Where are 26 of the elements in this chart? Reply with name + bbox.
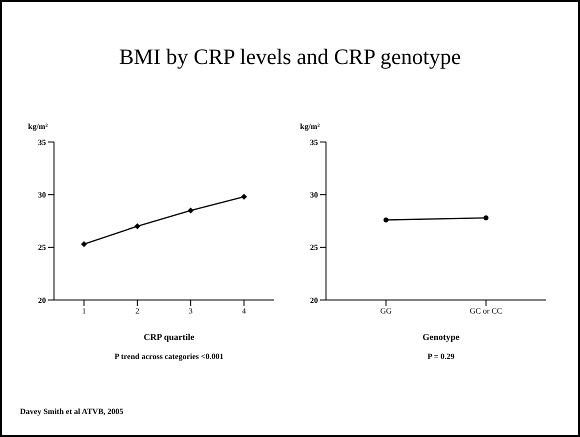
text: Davey Smith et al ATVB, 2005 [20,407,124,416]
point [81,241,87,248]
point [188,207,194,214]
y-tick-label: 30 [310,190,318,200]
y-tick-label: 20 [38,296,46,305]
y-tick-label: 30 [38,190,46,200]
x-axis-title: CRP quartile [142,332,196,342]
x-tick-label: 4 [242,306,246,316]
y-tick-label: 35 [38,138,46,147]
x-tick-label: 2 [135,306,140,316]
y-axis-title: kg/m² [28,122,49,133]
chart-title: BMI by CRP levels and CRP genotype [118,44,462,70]
y-tick-label: 25 [310,243,318,252]
text: P = 0.29 [426,352,456,361]
y-tick-label: 20 [310,296,318,305]
y-axis-title: kg/m² [300,122,321,133]
y-tick-label: 25 [38,243,46,252]
x-tick-label: GG [380,306,392,316]
x-tick-label: 3 [188,306,193,316]
x-tick-label: GC or CC [470,306,502,316]
point [241,194,247,200]
x-tick-label: 1 [82,306,86,316]
y-tick-label: 35 [310,138,318,147]
x-axis-title: Genotype [422,332,460,342]
text: P trend across categories <0.001 [114,352,224,361]
point [134,223,140,230]
